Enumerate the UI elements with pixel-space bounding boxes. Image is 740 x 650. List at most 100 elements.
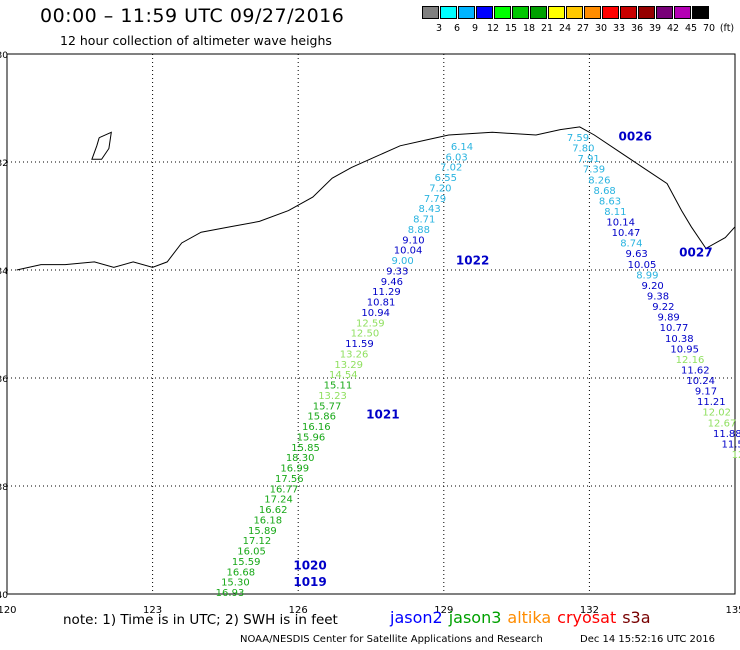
legend-swatch: [674, 6, 691, 19]
wave-height-value: 15.86: [307, 412, 336, 423]
credit-line: NOAA/NESDIS Center for Satellite Applica…: [240, 634, 543, 645]
pass-time-label: 1019: [293, 575, 326, 589]
coastline-path: [16, 126, 736, 271]
wave-height-value: 7.59: [567, 133, 589, 144]
wave-height-value: 16.99: [280, 464, 309, 475]
wave-height-value: 11.21: [697, 397, 726, 408]
wave-height-value: 16.68: [226, 567, 255, 578]
legend-label: 30: [594, 23, 608, 34]
legend-label: 3: [435, 23, 443, 34]
wave-height-value: 9.22: [652, 302, 674, 313]
wave-height-value: 11.29: [372, 287, 401, 298]
wave-height-value: 9.38: [647, 292, 669, 303]
satellite-jason3: jason3: [448, 608, 502, 627]
wave-height-value: 6.55: [435, 173, 457, 184]
wave-height-value: 10.95: [670, 344, 699, 355]
wave-height-value: 9.33: [386, 266, 408, 277]
satellite-cryosat: cryosat: [557, 608, 617, 627]
map-grid: [6, 53, 736, 595]
wave-height-value: 15.96: [297, 432, 326, 443]
wave-height-value: 6.14: [451, 142, 473, 153]
pass-time-label: 1022: [456, 254, 489, 268]
pass-time-labels: 0026 0027 1022 1021 1020 1019: [293, 129, 712, 589]
wave-height-value: 12.02: [702, 408, 731, 419]
wave-height-value: 9.10: [402, 235, 424, 246]
legend-label: 36: [630, 23, 644, 34]
wave-height-value: 7.39: [583, 165, 605, 176]
wave-height-value: 15.59: [232, 557, 261, 568]
legend-swatch: [692, 6, 709, 19]
legend-swatch: [458, 6, 475, 19]
legend-swatch: [530, 6, 547, 19]
wave-height-value: 10.38: [665, 334, 694, 345]
wave-height-value: 7.91: [578, 154, 600, 165]
lat-tick-label: -38: [0, 483, 8, 493]
wave-height-value: 6.03: [445, 152, 467, 163]
legend-label: 18: [522, 23, 536, 34]
wave-height-value: 13.29: [334, 360, 363, 371]
wave-height-value: 16.77: [270, 484, 299, 495]
legend-swatch: [584, 6, 601, 19]
pass-time-label: 0027: [679, 246, 712, 260]
lon-tick-label: 126: [289, 605, 308, 616]
legend-swatch: [440, 6, 457, 19]
wave-height-value: 17.56: [275, 474, 304, 485]
wave-height-value: 10.14: [606, 218, 635, 229]
lon-tick-label: 123: [143, 605, 162, 616]
island-outline: [91, 131, 112, 160]
lat-tick-label: -34: [0, 267, 8, 277]
wave-height-value: 13.26: [340, 349, 369, 360]
wave-height-value: 8.43: [418, 204, 440, 215]
lon-tick-label: 132: [580, 605, 599, 616]
wave-height-value: 11.5: [722, 439, 740, 450]
wave-height-value: 9.63: [626, 249, 648, 260]
wave-height-value: 15.89: [248, 526, 277, 537]
legend-swatch: [494, 6, 511, 19]
wave-height-value: 8.99: [636, 270, 658, 281]
legend-label: 15: [504, 23, 518, 34]
wave-height-value: 16.18: [253, 515, 282, 526]
legend-swatch: [602, 6, 619, 19]
wave-height-value: 7.79: [424, 194, 446, 205]
legend-label: (ft): [719, 23, 735, 34]
wave-height-value: 17.24: [264, 495, 293, 506]
lat-tick-label: -36: [0, 375, 8, 385]
legend-label: 9: [471, 23, 479, 34]
wave-height-value: 11.88: [713, 429, 740, 440]
wave-height-value: 9.17: [695, 387, 717, 398]
legend-swatch: [548, 6, 565, 19]
wave-height-value: 17.12: [243, 536, 272, 547]
lat-tick-label: -40: [0, 591, 8, 601]
legend-swatch: [566, 6, 583, 19]
lon-tick-label: 120: [0, 605, 17, 616]
legend-swatch: [476, 6, 493, 19]
legend-swatch: [656, 6, 673, 19]
wave-height-value: 15.85: [291, 443, 320, 454]
wave-height-value: 8.68: [594, 186, 616, 197]
wave-height-value: 15.30: [221, 578, 250, 589]
wave-height-value: 8.74: [620, 239, 642, 250]
wave-height-value: 8.71: [413, 215, 435, 226]
wave-height-value: 16.93: [216, 588, 245, 599]
wave-height-value: 14.54: [329, 370, 358, 381]
legend-label: 12: [486, 23, 500, 34]
legend-label: 42: [666, 23, 680, 34]
wave-height-value: 8.88: [408, 225, 430, 236]
coastline: [16, 126, 736, 271]
lon-tick-label: 129: [434, 605, 453, 616]
map-subtitle: 12 hour collection of altimeter wave hei…: [60, 33, 332, 48]
wave-height-value: 7.02: [440, 163, 462, 174]
wave-height-value: 16.05: [237, 547, 266, 558]
legend-label: 27: [576, 23, 590, 34]
wave-height-value: 15.77: [313, 401, 342, 412]
wave-height-value: 8.11: [604, 207, 626, 218]
wave-height-value: 9.00: [392, 256, 414, 267]
wave-height-value: 10.04: [394, 246, 423, 257]
wave-height-value: 10.77: [660, 323, 689, 334]
wave-height-value: 9.20: [642, 281, 664, 292]
wave-height-value: 10.24: [686, 376, 715, 387]
wave-height-value: 12.59: [356, 318, 385, 329]
wave-height-value: 11.62: [681, 365, 710, 376]
wave-height-value: 12.16: [676, 355, 705, 366]
